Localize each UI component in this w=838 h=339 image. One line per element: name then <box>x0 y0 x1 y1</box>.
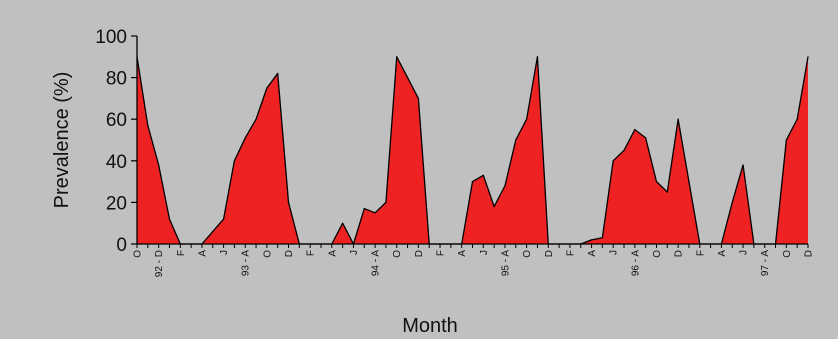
data-point <box>244 137 246 139</box>
data-point <box>406 77 409 79</box>
data-point <box>677 118 679 120</box>
x-tick-layer: O 92 - D F A J 93 - A O D F A J 94 - A O D F A J 95 - A O D… <box>133 244 815 277</box>
x-tick-label: J <box>739 250 750 255</box>
data-point <box>385 201 387 203</box>
x-tick-label: A <box>587 250 598 257</box>
x-axis-title: Month <box>402 315 458 337</box>
y-tick-label: 0 <box>116 235 127 256</box>
data-point <box>233 160 235 162</box>
x-tick-label: 97 - A <box>760 250 771 276</box>
data-point <box>396 56 398 58</box>
x-tick-label: 92 - D <box>154 250 165 277</box>
data-point <box>655 181 658 183</box>
x-tick-label: 95 - A <box>500 250 511 276</box>
x-tick-label: O <box>652 250 663 258</box>
data-point <box>515 139 517 141</box>
data-point <box>601 237 603 239</box>
x-tick-label: A <box>457 250 468 257</box>
x-tick-label: O <box>522 250 533 258</box>
data-point <box>342 222 344 224</box>
x-tick-label: 94 - A <box>371 250 382 276</box>
data-point <box>612 160 614 162</box>
data-point <box>493 205 495 208</box>
data-point <box>526 118 528 120</box>
data-point <box>688 181 690 183</box>
data-point <box>731 201 733 203</box>
x-tick-label: D <box>544 250 555 257</box>
x-tick-label: D <box>284 250 295 257</box>
data-point <box>785 139 787 141</box>
data-point <box>222 218 225 220</box>
data-point <box>374 212 376 214</box>
data-point <box>266 87 268 89</box>
x-tick-label: F <box>436 250 447 256</box>
y-axis-title: Prevalence (%) <box>51 72 73 209</box>
x-tick-label: O <box>133 250 144 258</box>
data-point <box>504 185 506 187</box>
data-point <box>742 164 744 166</box>
x-tick-label: F <box>306 250 317 256</box>
y-tick-label: 20 <box>106 193 127 214</box>
x-tick-label: O <box>262 250 273 258</box>
x-tick-label: A <box>717 250 728 257</box>
data-point <box>590 239 593 241</box>
data-point <box>796 118 798 120</box>
x-tick-label: F <box>565 250 576 256</box>
x-tick-label: J <box>609 250 620 255</box>
data-point <box>634 129 636 131</box>
y-tick-label: 100 <box>95 27 127 48</box>
x-tick-label: D <box>414 250 425 257</box>
x-tick-label: D <box>804 250 815 257</box>
x-tick-label: J <box>349 250 360 255</box>
y-tick-label: 60 <box>106 110 127 131</box>
data-point <box>277 72 279 75</box>
data-point <box>417 97 419 99</box>
data-point <box>807 56 809 58</box>
x-tick-label: A <box>197 250 208 257</box>
data-point <box>255 118 257 120</box>
x-tick-label: A <box>327 250 338 257</box>
x-tick-label: 93 - A <box>241 250 252 276</box>
x-tick-label: F <box>695 250 706 256</box>
data-point <box>645 137 647 139</box>
data-point <box>147 124 149 127</box>
x-tick-label: J <box>479 250 490 255</box>
x-tick-label: J <box>219 250 230 255</box>
x-tick-label: D <box>674 250 685 257</box>
data-point <box>536 56 539 58</box>
data-point <box>363 208 365 210</box>
data-point <box>212 230 214 233</box>
data-point <box>168 218 171 220</box>
y-tick-layer: 0 20 40 60 80 100 <box>95 27 137 256</box>
x-tick-label: O <box>392 250 403 258</box>
y-tick-label: 80 <box>106 69 127 90</box>
data-point <box>482 174 484 176</box>
x-tick-label: O <box>782 250 793 258</box>
x-tick-label: F <box>176 250 187 256</box>
data-point <box>471 181 474 183</box>
data-point <box>287 201 290 203</box>
x-tick-label: 96 - A <box>630 250 641 276</box>
data-point <box>623 149 625 151</box>
data-point <box>158 164 160 166</box>
series-area-0 <box>137 56 808 244</box>
data-point <box>666 191 668 193</box>
y-tick-label: 40 <box>106 152 127 173</box>
